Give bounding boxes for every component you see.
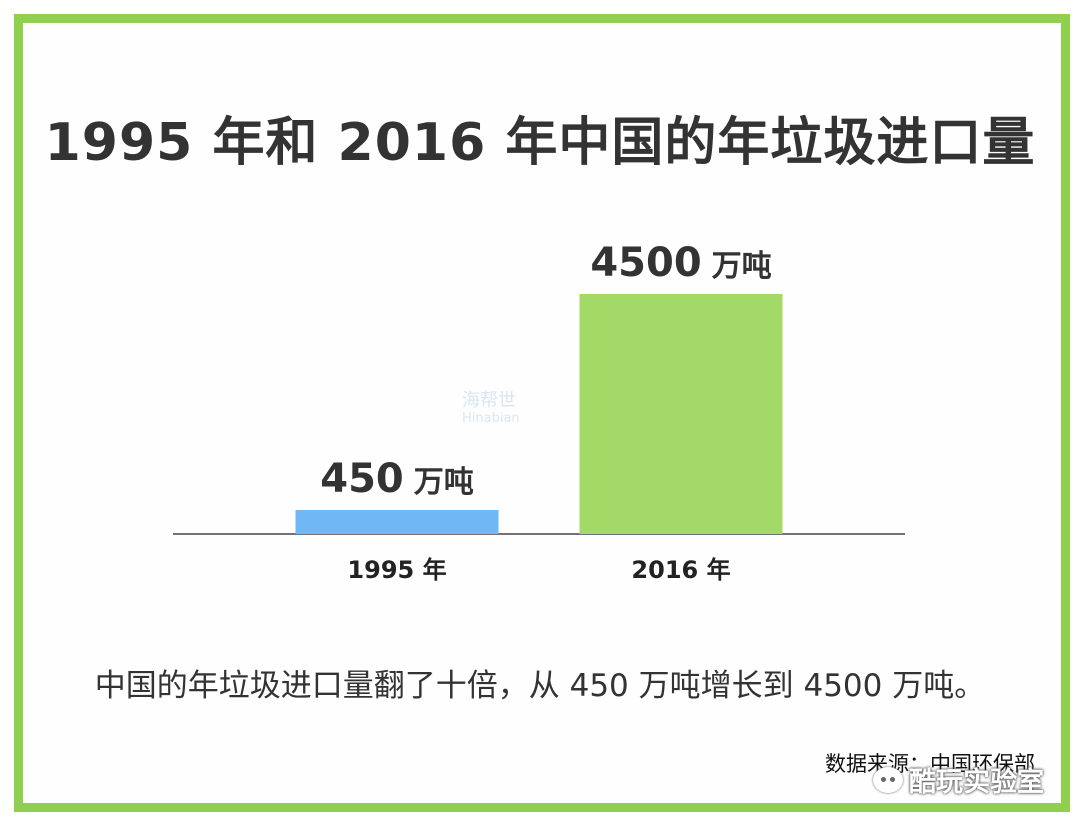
bar-value-label-1: 4500 万吨	[590, 240, 771, 286]
wechat-account-name: 酷玩实验室	[909, 767, 1044, 798]
chart-frame	[14, 14, 1070, 812]
watermark-line1: 海帮世	[462, 390, 516, 411]
chart-caption: 中国的年垃圾进口量翻了十倍，从 450 万吨增长到 4500 万吨。	[94, 668, 986, 704]
wechat-watermark: 酷玩实验室	[873, 760, 1044, 799]
bar-1	[579, 294, 783, 534]
data-source: 数据来源：中国环保部	[825, 752, 1035, 776]
x-tick-label-1: 2016 年	[631, 556, 730, 584]
bar-0	[295, 510, 499, 534]
x-tick-label-0: 1995 年	[347, 556, 446, 584]
chart-title: 1995 年和 2016 年中国的年垃圾进口量	[44, 113, 1036, 173]
watermark-hinabian: 海帮世 Hinabian	[462, 392, 520, 428]
watermark-line2: Hinabian	[462, 411, 520, 426]
wechat-icon	[873, 766, 903, 793]
bar-value-label-0: 450 万吨	[320, 456, 474, 502]
